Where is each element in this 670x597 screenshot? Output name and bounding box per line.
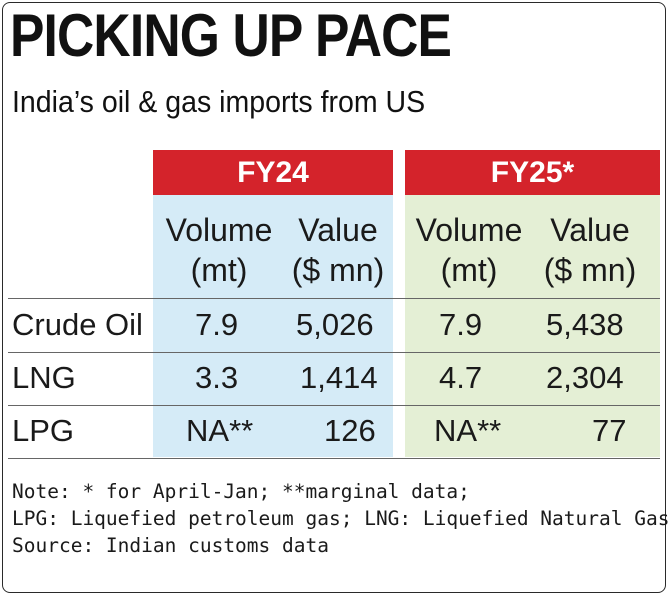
- row-divider: [8, 458, 660, 459]
- fy25-volume-lng: 4.7: [439, 360, 483, 395]
- row-divider: [8, 405, 660, 406]
- row-divider: [8, 352, 660, 353]
- fy24-volume-lpg: NA**: [186, 413, 254, 448]
- fy25-volume-header: Volume (mt): [410, 210, 528, 290]
- fy24-value-lpg: 126: [324, 413, 376, 448]
- fy24-value-crude-oil: 5,026: [296, 307, 374, 342]
- fy24-volume-lng: 3.3: [195, 360, 239, 395]
- fy25-value-crude-oil: 5,438: [546, 307, 624, 342]
- source-line: Source: Indian customs data: [12, 534, 329, 557]
- chart-subtitle: India’s oil & gas imports from US: [12, 84, 426, 119]
- fy25-value-lpg: 77: [592, 413, 627, 448]
- row-label-lng: LNG: [12, 360, 76, 395]
- volume-header-line1: Volume: [165, 212, 273, 248]
- fy25-value-lng: 2,304: [546, 360, 624, 395]
- fy25-value-header: Value ($ mn): [538, 210, 642, 290]
- fy25-column-band: [405, 150, 660, 457]
- value-header-line2: ($ mn): [543, 252, 637, 288]
- row-label-lpg: LPG: [12, 413, 75, 448]
- fy24-volume-header: Volume (mt): [160, 210, 278, 290]
- value-header-line1: Value: [298, 212, 378, 248]
- volume-header-line2: (mt): [440, 252, 498, 288]
- fy25-volume-lpg: NA**: [434, 413, 502, 448]
- fy24-header: FY24: [153, 150, 393, 195]
- fy24-value-header: Value ($ mn): [286, 210, 390, 290]
- footnotes: Note: * for April-Jan; **marginal data; …: [12, 478, 669, 559]
- fy25-header: FY25*: [405, 150, 660, 195]
- volume-header-line1: Volume: [415, 212, 523, 248]
- footnote-line: Note: * for April-Jan; **marginal data;: [12, 480, 470, 503]
- row-label-crude-oil: Crude Oil: [12, 307, 143, 342]
- value-header-line2: ($ mn): [291, 252, 385, 288]
- fy24-column-band: [153, 150, 393, 457]
- row-divider: [8, 298, 660, 299]
- fy24-volume-crude-oil: 7.9: [195, 307, 239, 342]
- volume-header-line2: (mt): [190, 252, 248, 288]
- chart-title: PICKING UP PACE: [10, 2, 452, 69]
- footnote-line: LPG: Liquefied petroleum gas; LNG: Lique…: [12, 507, 670, 530]
- fy25-volume-crude-oil: 7.9: [439, 307, 483, 342]
- fy24-value-lng: 1,414: [300, 360, 378, 395]
- value-header-line1: Value: [550, 212, 630, 248]
